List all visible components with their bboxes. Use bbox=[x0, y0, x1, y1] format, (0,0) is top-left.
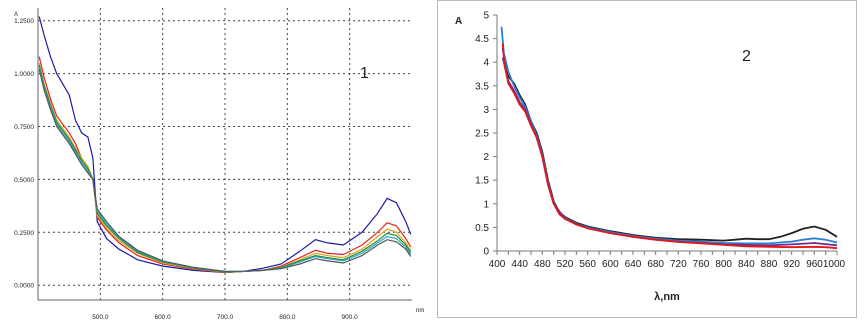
series-line bbox=[38, 56, 412, 274]
series-line bbox=[38, 16, 412, 274]
y-tick-label: 0.5 bbox=[475, 223, 489, 234]
series-line bbox=[500, 26, 838, 245]
y-axis-title: A bbox=[455, 16, 462, 27]
chart-1-svg: 0.0000 0.2500 0.5000 0.7500 1.0000 1.2500 500.… bbox=[14, 8, 424, 321]
x-tick-label: 900.0 bbox=[342, 314, 359, 321]
y-tick-label: 1.5 bbox=[475, 176, 489, 187]
x-tick-label: 560 bbox=[579, 259, 596, 270]
x-tick-label: 500.0 bbox=[92, 314, 109, 321]
x-tick-label: 400 bbox=[489, 259, 506, 270]
series-line bbox=[501, 43, 838, 250]
x-tick-label: 600 bbox=[602, 259, 619, 270]
series-line bbox=[38, 62, 412, 273]
panel-label: 1 bbox=[360, 65, 369, 82]
x-axis-title: nm bbox=[416, 308, 424, 314]
y-tick-label: 5 bbox=[483, 11, 489, 22]
chart-2-svg: 0 0.5 1 1.5 2 2.5 3 3.5 4 4.5 5 400 440 480 520 560 600 6… bbox=[455, 11, 846, 304]
y-tick-label: 3.5 bbox=[475, 81, 489, 92]
x-tick-label: 600.0 bbox=[155, 314, 172, 321]
x-tick-label: 640 bbox=[625, 259, 642, 270]
x-tick-label: 680 bbox=[647, 259, 664, 270]
x-tick-label: 920 bbox=[783, 259, 800, 270]
x-tick-label: 760 bbox=[693, 259, 710, 270]
y-tick-label: 1.2500 bbox=[14, 18, 34, 25]
y-tick-label: 0.7500 bbox=[14, 124, 34, 131]
y-tick-label: 1 bbox=[483, 199, 489, 210]
y-tick-label: 0.2500 bbox=[14, 230, 34, 237]
x-axis-title: λ,nm bbox=[654, 291, 680, 303]
y-axis-title: A bbox=[14, 12, 18, 18]
x-tick-label: 880 bbox=[761, 259, 778, 270]
x-tick-label: 440 bbox=[511, 259, 528, 270]
y-tick-label: 0.0000 bbox=[14, 283, 34, 290]
y-tick-label: 2.5 bbox=[475, 129, 489, 140]
series-line bbox=[38, 69, 412, 273]
series-line bbox=[501, 47, 838, 242]
x-tick-label: 480 bbox=[534, 259, 551, 270]
x-tick-label: 700.0 bbox=[217, 314, 234, 321]
y-tick-label: 0 bbox=[483, 247, 489, 258]
x-tick-label: 9601000 bbox=[806, 259, 845, 270]
x-tick-label: 520 bbox=[557, 259, 574, 270]
y-tick-label: 2 bbox=[483, 152, 489, 163]
y-tick-label: 3 bbox=[483, 105, 489, 116]
x-tick-label: 800 bbox=[715, 259, 732, 270]
x-tick-label: 720 bbox=[670, 259, 687, 270]
chart-panel-1: 0.0000 0.2500 0.5000 0.7500 1.0000 1.2500 500.… bbox=[0, 0, 432, 321]
y-tick-label: 1.0000 bbox=[14, 71, 34, 78]
x-tick-label: 840 bbox=[738, 259, 755, 270]
y-tick-label: 4 bbox=[483, 58, 489, 69]
y-tick-label: 4.5 bbox=[475, 34, 489, 45]
series-line bbox=[501, 57, 838, 247]
chart-panel-2: 0 0.5 1 1.5 2 2.5 3 3.5 4 4.5 5 400 440 480 520 560 600 6… bbox=[437, 0, 864, 321]
y-tick-label: 0.5000 bbox=[14, 177, 34, 184]
x-tick-label: 800.0 bbox=[279, 314, 296, 321]
panel-label: 2 bbox=[742, 48, 751, 65]
